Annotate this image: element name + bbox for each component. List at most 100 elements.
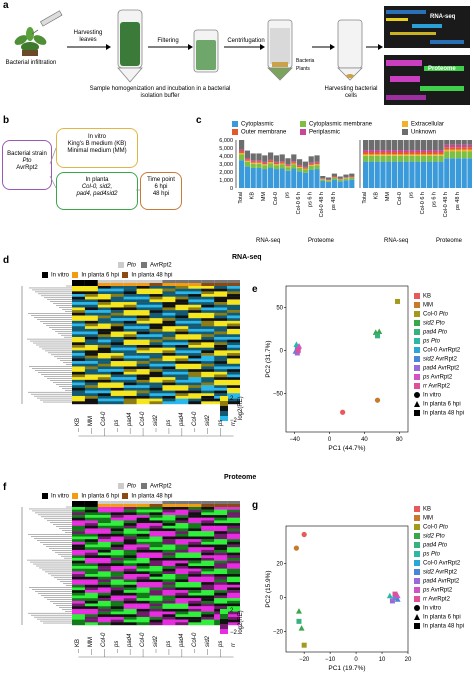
heatmap-cell — [188, 574, 202, 577]
condition-header-cell — [72, 283, 85, 286]
heatmap-cell — [201, 318, 215, 322]
heatmap-cell — [162, 571, 176, 575]
heatmap-cell — [214, 541, 228, 545]
heatmap-cell — [227, 334, 240, 338]
heatmap-cell — [188, 600, 202, 604]
heatmap-cell — [188, 302, 202, 305]
heatmap-cell — [201, 576, 215, 580]
c-bar-segment-right — [380, 150, 386, 152]
heatmap-cell — [214, 387, 228, 391]
heatmap-cell — [123, 552, 137, 556]
heatmap-cell — [110, 552, 124, 556]
legend-pto: Pto — [127, 262, 137, 269]
condition-header-cell — [188, 283, 202, 286]
heatmap-cell — [110, 401, 124, 405]
heatmap-cell — [188, 291, 202, 295]
heatmap-cell — [136, 582, 150, 585]
heatmap-cell — [162, 528, 176, 532]
heatmap-cell — [84, 592, 99, 596]
heatmap-cell — [162, 520, 176, 524]
heatmap-cell — [227, 307, 240, 311]
heatmap-cell — [72, 387, 86, 391]
heatmap-cell — [188, 595, 202, 599]
pca-legend-marker — [414, 560, 420, 566]
pca-legend-marker — [414, 356, 420, 362]
heatmap-cell — [162, 345, 176, 348]
heatmap-cell — [201, 531, 215, 535]
heatmap-cell — [227, 574, 240, 577]
c-bar-segment — [349, 173, 355, 177]
pca-legend-marker — [414, 329, 420, 335]
pca-legend-marker — [414, 401, 420, 407]
heatmap-cell — [72, 307, 86, 311]
heatmap-cell — [110, 355, 124, 359]
pca-legend-label: ps AvrRpt2 — [423, 587, 453, 594]
heatmap-cell — [97, 584, 111, 588]
panel-c-legend-item: Unknown — [402, 129, 436, 136]
heatmap-cell — [84, 374, 99, 378]
heatmap-cell — [149, 310, 163, 314]
heatmap-cell — [227, 374, 240, 378]
pca-legend-marker — [414, 542, 420, 548]
heatmap-cell — [136, 576, 150, 580]
c-xtick: Total — [362, 192, 368, 204]
c-bar-segment — [308, 156, 314, 163]
heatmap-cell — [162, 323, 176, 327]
heatmap-cell — [188, 398, 202, 402]
heatmap-cell — [149, 302, 163, 305]
c-xtick: Total — [238, 192, 244, 204]
heatmap-cell — [149, 369, 163, 373]
pca-legend-item: pad4 Pto — [414, 329, 447, 336]
heatmap-cell — [84, 544, 99, 548]
heatmap-cell — [72, 315, 86, 319]
heatmap-cell — [214, 509, 228, 513]
c-bar-segment — [250, 161, 256, 163]
heatmap-cell — [84, 379, 99, 383]
heatmap-cell — [84, 533, 99, 537]
c-bar-segment — [291, 164, 297, 169]
heatmap-cell — [201, 595, 215, 599]
heatmap-cell — [97, 547, 111, 551]
heatmap-cell — [110, 382, 124, 386]
pca-point — [340, 409, 346, 415]
c-bar-segment-right — [392, 155, 398, 162]
heatmap-cell — [175, 614, 189, 618]
heatmap-cell — [188, 616, 202, 620]
pca-legend-marker — [414, 515, 420, 521]
strain-header-cell — [227, 280, 240, 283]
condition-header-cell — [149, 283, 163, 286]
heatmap-cell — [201, 369, 215, 373]
c-bar-segment — [314, 161, 320, 163]
heatmap-cell — [149, 371, 163, 375]
heatmap-cell — [84, 587, 99, 591]
heatmap-cell — [123, 598, 137, 602]
heatmap-cell — [175, 291, 189, 295]
heatmap-cell — [227, 318, 240, 322]
heatmap-cell — [123, 390, 137, 394]
pca-ylabel: PC2 (15.9%) — [265, 570, 272, 607]
heatmap-cell — [84, 528, 99, 532]
pca-legend-marker — [414, 293, 420, 299]
c-bar-segment — [343, 174, 349, 178]
heatmap-cell — [227, 592, 240, 596]
heatmap-cell — [201, 509, 215, 513]
heatmap-cell — [84, 517, 99, 521]
heatmap-cell — [110, 611, 124, 615]
heatmap-cell — [97, 355, 111, 359]
heatmap-cell — [149, 395, 163, 399]
heatmap-cell — [110, 507, 124, 510]
heatmap-cell — [214, 304, 228, 308]
condition-header-cell — [110, 283, 124, 286]
c-bar-segment-right — [363, 150, 369, 152]
heatmap-cell — [188, 520, 202, 524]
heatmap-cell — [110, 549, 124, 553]
c-bar-segment-right — [380, 154, 386, 156]
c-bar-segment-right — [363, 140, 369, 151]
heatmap-cell — [188, 517, 202, 521]
heatmap-cell — [214, 296, 228, 300]
heatmap-cell — [123, 361, 137, 364]
heatmap-cell — [188, 509, 202, 513]
scale-step — [220, 406, 228, 411]
c-bar-segment-right — [455, 158, 461, 188]
pca-legend-label: Col-0 Pto — [423, 524, 449, 531]
